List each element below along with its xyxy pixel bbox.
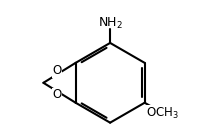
Text: O: O bbox=[52, 64, 61, 77]
Text: O: O bbox=[52, 88, 61, 101]
Text: NH$_2$: NH$_2$ bbox=[98, 16, 123, 31]
Text: OCH$_3$: OCH$_3$ bbox=[146, 106, 179, 121]
